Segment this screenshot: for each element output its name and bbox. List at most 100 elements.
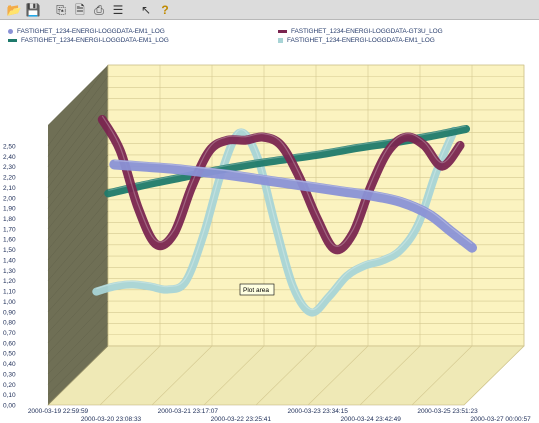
y-tick-label: 0,90: [3, 309, 16, 316]
y-tick-label: 1,20: [3, 278, 16, 285]
side-gridline: [47, 210, 109, 281]
x-axis: 2000-03-19 22:59:59 2000-03-21 23:17:07 20…: [28, 408, 531, 423]
help-icon[interactable]: ?: [161, 2, 169, 17]
side-gridline: [47, 222, 109, 292]
legend: FASTIGHET_1234-ENERGI-LOGGDATA-EM1_LOG F…: [0, 23, 539, 49]
floor-gridline: [203, 345, 265, 406]
side-gridline: [47, 98, 109, 178]
side-gridline: [47, 233, 109, 302]
y-tick-label: 1,90: [3, 206, 16, 213]
legend-marker-circle-icon: [8, 29, 13, 34]
floor-gridline: [307, 345, 369, 406]
y-tick-label: 1,30: [3, 268, 16, 275]
side-gridline: [47, 312, 109, 375]
x-tick-label: 2000-03-25 23:51:23: [417, 408, 478, 415]
side-gridline: [47, 188, 109, 261]
y-tick-label: 0,10: [3, 392, 16, 399]
side-gridline: [47, 109, 109, 188]
y-tick-label: 1,00: [3, 299, 16, 306]
x-tick-label: 2000-03-27 00:00:57: [470, 416, 531, 423]
side-gridline: [47, 255, 109, 323]
series-line: [92, 126, 459, 317]
print-icon[interactable]: ⎙: [94, 2, 104, 17]
floor-gridline: [463, 345, 525, 406]
y-tick-label: 0,30: [3, 371, 16, 378]
side-gridline: [47, 244, 109, 312]
side-gridline: [47, 132, 109, 209]
legend-item-4: FASTIGHET_1234-ENERGI-LOGGDATA-EM1_LOG: [278, 37, 435, 44]
save-icon[interactable]: 💾: [25, 2, 41, 17]
y-tick-label: 1,40: [3, 257, 16, 264]
side-gridline: [47, 323, 109, 385]
plot-area-tooltip: Plot area: [239, 283, 275, 296]
legend-label: FASTIGHET_1234-ENERGI-LOGGDATA-GT3U_LOG: [291, 28, 443, 35]
open-folder-icon[interactable]: 📂: [6, 2, 22, 17]
legend-label: FASTIGHET_1234-ENERGI-LOGGDATA-EM1_LOG: [287, 37, 435, 44]
floor-gridline: [99, 345, 161, 406]
y-tick-label: 1,60: [3, 237, 16, 244]
floor-gridline: [359, 345, 421, 406]
legend-label: FASTIGHET_1234-ENERGI-LOGGDATA-EM1_LOG: [21, 37, 169, 44]
side-gridline: [47, 345, 109, 406]
side-gridline: [47, 87, 109, 167]
toolbar: 📂 💾 ⎘ 🗎 ⎙ ☰ ↖?: [0, 0, 539, 20]
side-gridline: [47, 64, 109, 147]
series-line: [109, 159, 478, 253]
x-tick-label: 2000-03-20 23:08:33: [81, 416, 142, 423]
legend-marker-line-icon: [8, 39, 17, 42]
side-gridline: [47, 334, 109, 395]
y-tick-label: 0,50: [3, 351, 16, 358]
series-line-highlight: [114, 159, 473, 245]
side-gridline: [47, 76, 109, 157]
properties-icon[interactable]: ☰: [112, 2, 124, 17]
copy-icon[interactable]: ⎘: [56, 2, 66, 17]
legend-marker-line-icon: [278, 30, 287, 33]
x-tick-label: 2000-03-21 23:17:07: [158, 408, 219, 415]
y-tick-label: 2,50: [3, 144, 16, 151]
y-tick-label: 0,60: [3, 340, 16, 347]
series-line: [97, 114, 465, 255]
series-group: [92, 114, 478, 317]
side-gridline: [47, 289, 109, 354]
series-line-highlight: [101, 115, 461, 247]
x-tick-label: 2000-03-24 23:42:49: [340, 416, 401, 423]
legend-marker-diamond-icon: [278, 38, 283, 43]
side-gridline: [47, 121, 109, 198]
y-tick-label: 2,20: [3, 175, 16, 182]
y-tick-label: 0,40: [3, 361, 16, 368]
y-tick-label: 0,70: [3, 330, 16, 337]
x-tick-label: 2000-03-19 22:59:59: [28, 408, 89, 415]
x-tick-label: 2000-03-23 23:34:15: [287, 408, 348, 415]
x-tick-label: 2000-03-22 23:25:41: [211, 416, 272, 423]
y-axis: 0,00 0,10 0,20 0,30 0,40 0,50 0,60 0,70 0,80 0,90…: [3, 144, 16, 410]
y-tick-label: 1,80: [3, 216, 16, 223]
side-gridline: [47, 199, 109, 271]
floor-gridline: [255, 345, 317, 406]
series-line-highlight: [96, 127, 455, 311]
floor-gridline: [151, 345, 213, 406]
y-tick-label: 0,80: [3, 320, 16, 327]
side-gridline: [47, 166, 109, 240]
legend-label: FASTIGHET_1234-ENERGI-LOGGDATA-EM1_LOG: [17, 28, 165, 35]
y-tick-label: 1,70: [3, 226, 16, 233]
floor-gridline: [411, 345, 473, 406]
side-gridline: [47, 177, 109, 250]
legend-item-1: FASTIGHET_1234-ENERGI-LOGGDATA-EM1_LOG: [8, 28, 165, 35]
y-tick-label: 2,30: [3, 164, 16, 171]
arrow-icon[interactable]: ↖: [140, 2, 152, 17]
y-tick-label: 0,00: [3, 403, 16, 410]
y-tick-label: 1,50: [3, 247, 16, 254]
tooltip-box: [239, 283, 275, 296]
y-tick-label: 1,10: [3, 289, 16, 296]
y-tick-label: 2,00: [3, 195, 16, 202]
tooltip-text: Plot area: [243, 287, 269, 294]
y-tick-label: 2,40: [3, 154, 16, 161]
side-gridline: [47, 267, 109, 333]
print-preview-icon[interactable]: 🗎: [75, 2, 85, 17]
legend-item-2: FASTIGHET_1234-ENERGI-LOGGDATA-EM1_LOG: [8, 37, 169, 44]
side-gridline: [47, 143, 109, 219]
side-gridline: [47, 154, 109, 230]
y-tick-label: 2,10: [3, 185, 16, 192]
side-gridline: [47, 300, 109, 364]
